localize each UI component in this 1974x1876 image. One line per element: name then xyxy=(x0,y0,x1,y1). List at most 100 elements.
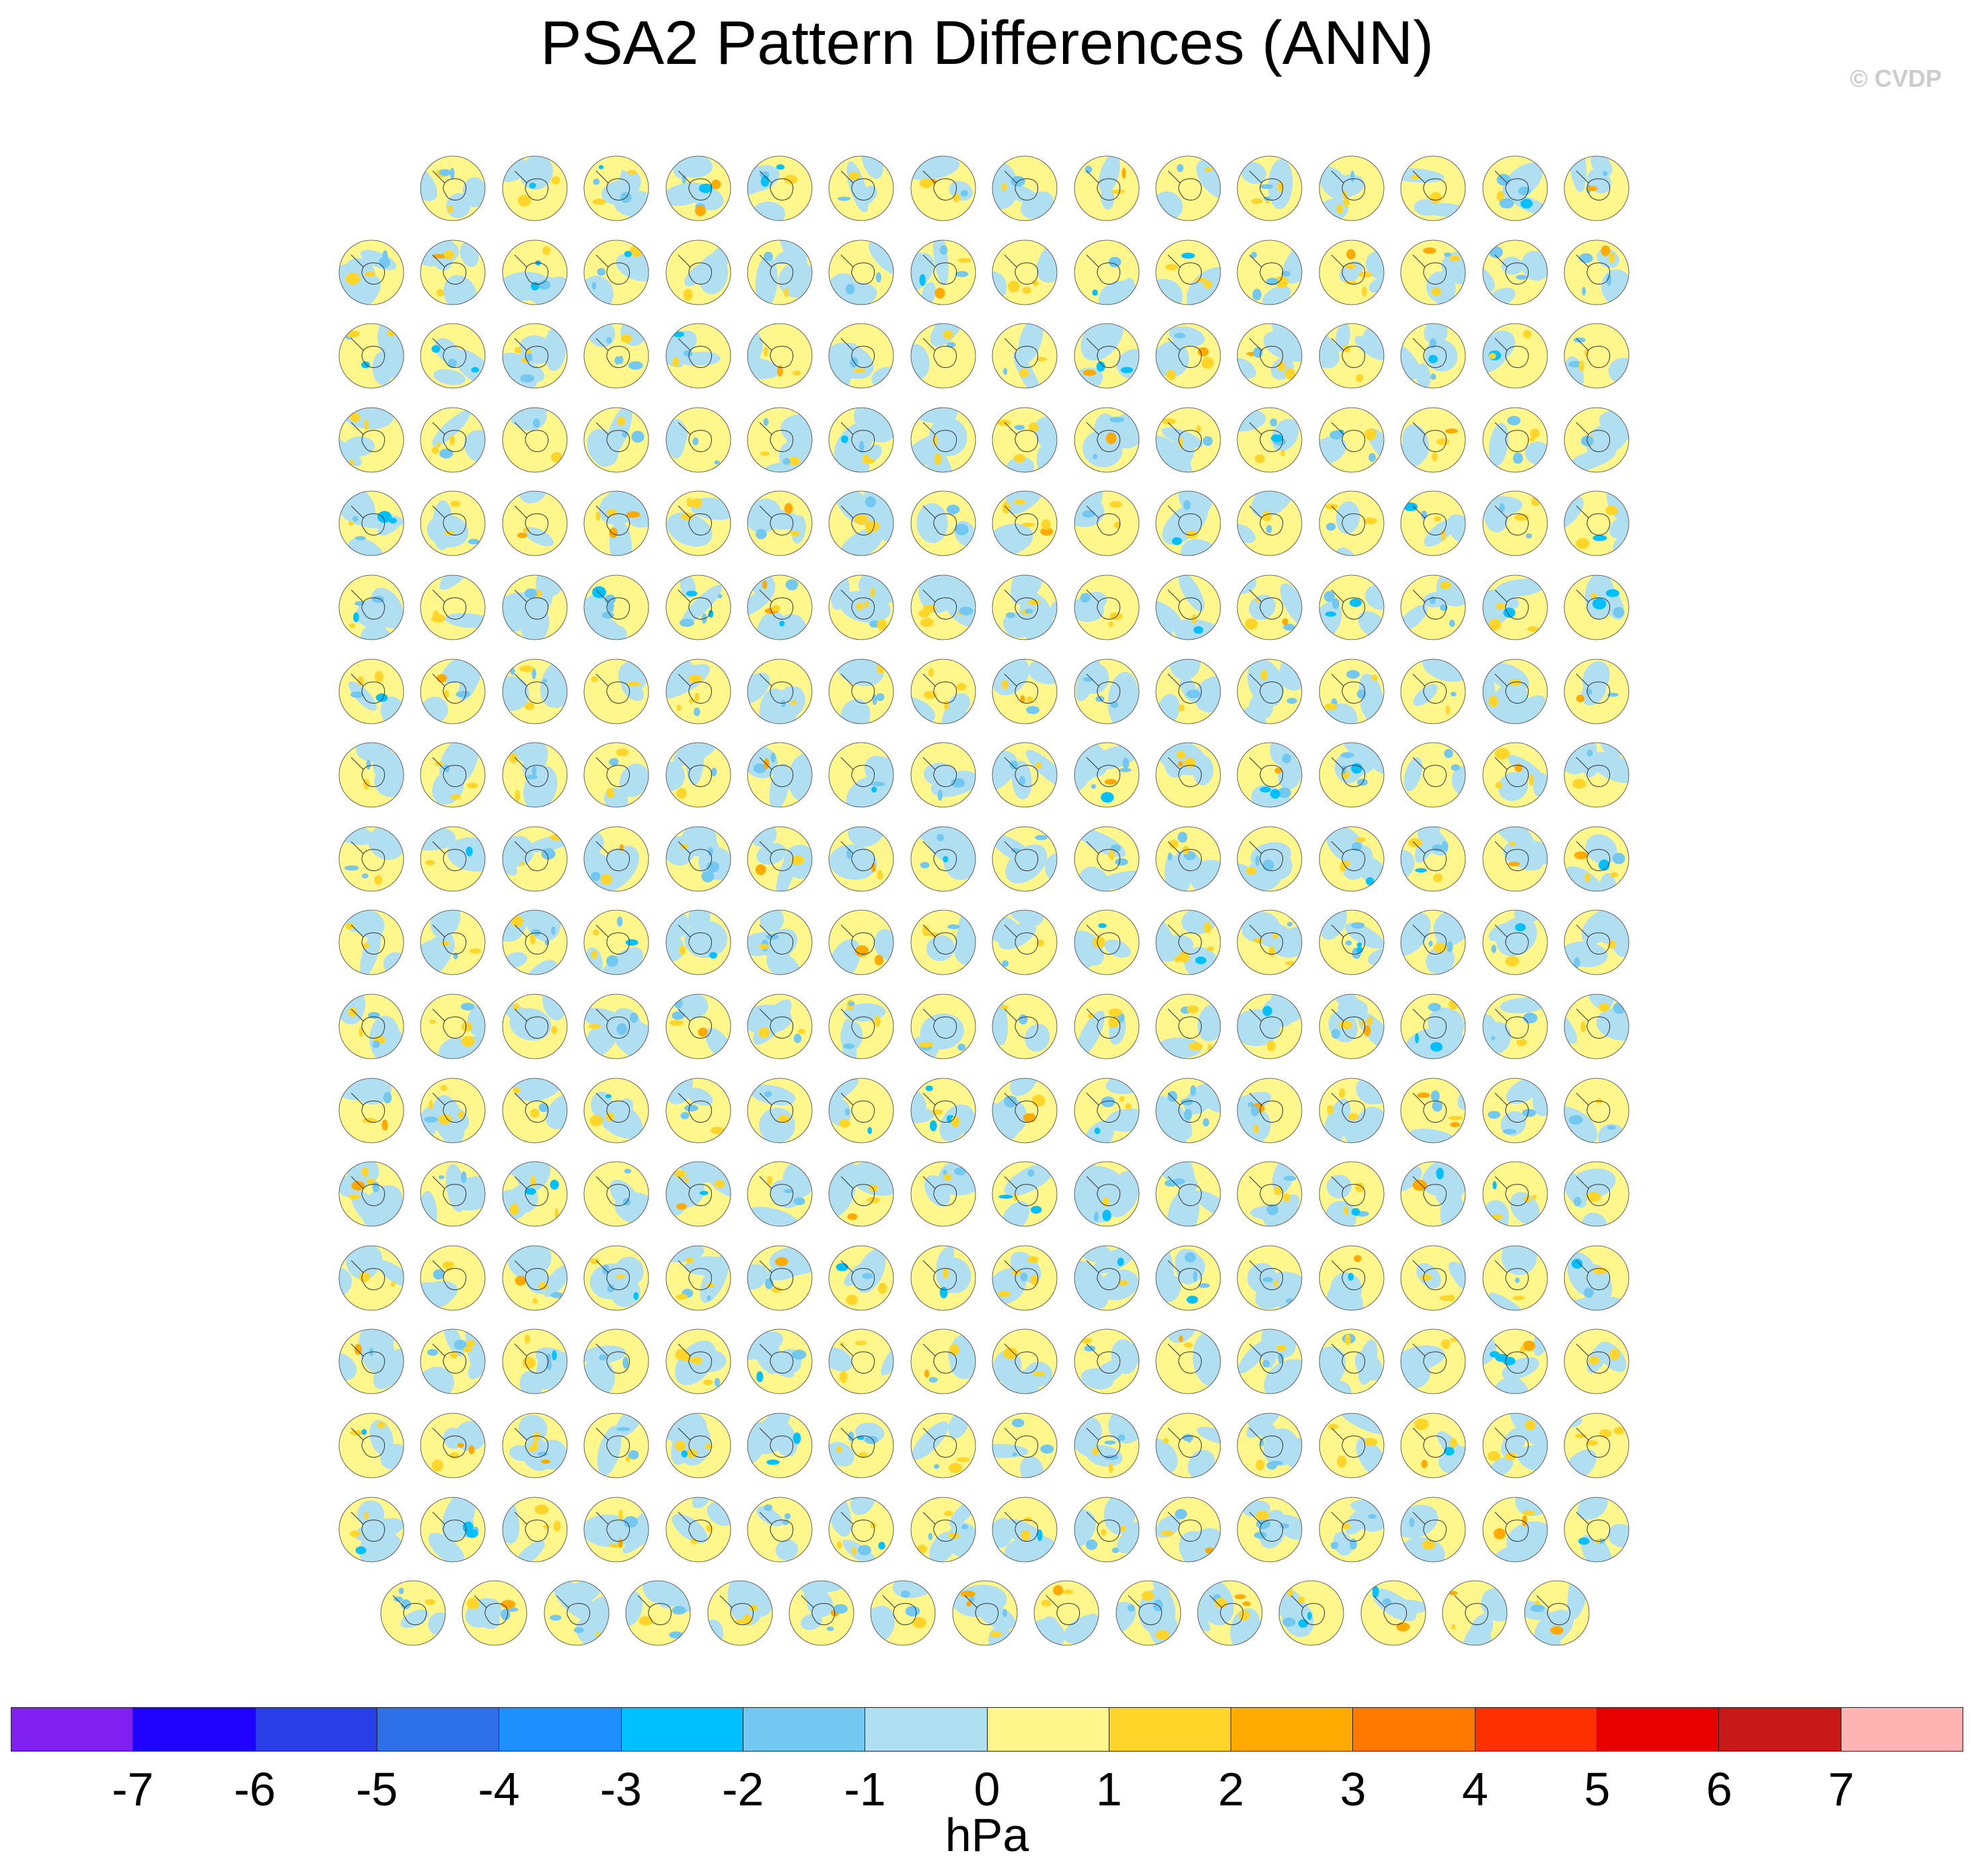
map-panel xyxy=(1398,143,1468,225)
map-panel xyxy=(581,562,651,644)
map-panel xyxy=(908,1148,978,1230)
polar-map xyxy=(910,155,976,221)
polar-map xyxy=(1237,909,1303,975)
map-panel xyxy=(418,1148,488,1230)
polar-map xyxy=(1482,1328,1547,1394)
map-panel xyxy=(418,1232,488,1314)
polar-map xyxy=(502,659,568,724)
map-panel xyxy=(1153,1484,1223,1566)
polar-map xyxy=(583,407,649,473)
map-panel xyxy=(418,143,488,225)
polar-map xyxy=(665,742,731,808)
map-panel xyxy=(1072,1232,1142,1314)
polar-map xyxy=(420,909,486,975)
map-panel xyxy=(1440,1567,1510,1649)
polar-map xyxy=(910,1328,976,1394)
map-panel xyxy=(1072,1065,1142,1147)
map-panel xyxy=(500,897,570,979)
polar-map xyxy=(1400,1328,1466,1394)
polar-map xyxy=(747,323,813,389)
polar-map xyxy=(1482,490,1547,556)
map-panel xyxy=(990,897,1060,979)
polar-map xyxy=(420,826,486,892)
map-panel xyxy=(1317,813,1387,895)
map-panel xyxy=(500,394,570,476)
polar-map xyxy=(1482,993,1547,1059)
polar-map xyxy=(1319,659,1385,724)
polar-map xyxy=(828,659,894,724)
map-panel xyxy=(336,1148,406,1230)
map-panel xyxy=(1398,981,1468,1063)
polar-map xyxy=(828,742,894,808)
map-panel xyxy=(418,646,488,728)
polar-map xyxy=(1564,323,1630,389)
polar-map xyxy=(992,407,1058,473)
map-panel xyxy=(826,1484,896,1566)
polar-map xyxy=(1074,1497,1139,1562)
map-panel xyxy=(908,1400,978,1482)
colorbar-swatch xyxy=(987,1708,1109,1751)
polar-map xyxy=(338,490,404,556)
polar-map xyxy=(992,1413,1058,1478)
map-panel xyxy=(745,1232,815,1314)
map-panel xyxy=(1480,1232,1550,1314)
polar-map xyxy=(828,239,894,305)
polar-map xyxy=(992,1328,1058,1394)
polar-map xyxy=(1074,323,1139,389)
map-panel xyxy=(1317,394,1387,476)
map-panel xyxy=(1562,394,1632,476)
polar-map xyxy=(665,323,731,389)
polar-map xyxy=(1400,1161,1466,1227)
polar-map xyxy=(828,909,894,975)
map-panel xyxy=(581,478,651,560)
map-panel xyxy=(663,310,733,392)
map-panel xyxy=(745,729,815,811)
map-panel xyxy=(1317,729,1387,811)
map-panel xyxy=(1522,1567,1592,1649)
polar-map xyxy=(992,742,1058,808)
polar-map xyxy=(420,742,486,808)
polar-map xyxy=(338,574,404,640)
map-panel xyxy=(581,813,651,895)
colorbar-tick-label: -1 xyxy=(844,1763,886,1815)
map-panel xyxy=(336,1316,406,1398)
polar-map xyxy=(583,1413,649,1478)
polar-map xyxy=(665,1497,731,1562)
map-panel xyxy=(1153,394,1223,476)
map-panel xyxy=(378,1567,448,1649)
map-panel xyxy=(1235,813,1305,895)
polar-map xyxy=(828,826,894,892)
colorbar-tick-label: -5 xyxy=(356,1763,398,1815)
polar-map xyxy=(1074,1078,1139,1143)
polar-map xyxy=(380,1580,446,1646)
polar-map xyxy=(747,407,813,473)
polar-map xyxy=(502,239,568,305)
polar-map xyxy=(665,1413,731,1478)
polar-map xyxy=(583,659,649,724)
map-panel xyxy=(663,1400,733,1482)
polar-map xyxy=(583,909,649,975)
colorbar-tick-label: -3 xyxy=(599,1763,642,1815)
map-panel xyxy=(1398,310,1468,392)
polar-map xyxy=(1237,1078,1303,1143)
polar-map xyxy=(1319,742,1385,808)
map-panel xyxy=(745,1316,815,1398)
polar-map xyxy=(747,659,813,724)
map-panel xyxy=(500,1400,570,1482)
polar-map xyxy=(747,1245,813,1311)
map-panel xyxy=(826,478,896,560)
map-panel xyxy=(1317,562,1387,644)
polar-map xyxy=(828,993,894,1059)
polar-map xyxy=(992,659,1058,724)
map-panel xyxy=(1072,227,1142,309)
map-panel xyxy=(1562,1148,1632,1230)
polar-map xyxy=(1482,407,1547,473)
map-panel xyxy=(705,1567,775,1649)
map-panel xyxy=(1480,562,1550,644)
map-panel xyxy=(745,310,815,392)
map-panel xyxy=(1317,1065,1387,1147)
polar-map xyxy=(1155,1245,1221,1311)
map-panel xyxy=(1358,1567,1428,1649)
polar-map xyxy=(1237,490,1303,556)
polar-map xyxy=(910,1413,976,1478)
